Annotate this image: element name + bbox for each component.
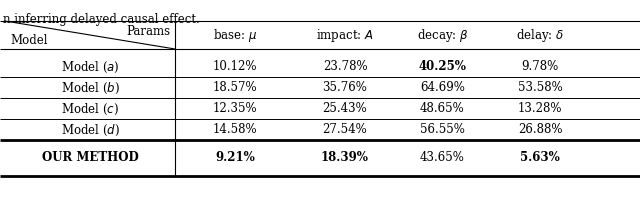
Text: Params: Params (126, 25, 170, 38)
Text: 56.55%: 56.55% (420, 123, 465, 136)
Text: Model ($b$): Model ($b$) (61, 80, 120, 95)
Text: 26.88%: 26.88% (518, 123, 563, 136)
Text: 13.28%: 13.28% (518, 102, 563, 115)
Text: 43.65%: 43.65% (420, 151, 465, 164)
Text: Model ($c$): Model ($c$) (61, 101, 119, 116)
Text: 64.69%: 64.69% (420, 81, 465, 94)
Text: base: $\mu$: base: $\mu$ (213, 27, 257, 44)
Text: 27.54%: 27.54% (323, 123, 367, 136)
Text: 14.58%: 14.58% (212, 123, 257, 136)
Text: 5.63%: 5.63% (520, 151, 560, 164)
Text: 23.78%: 23.78% (323, 60, 367, 73)
Text: Model: Model (10, 34, 47, 47)
Text: decay: $\beta$: decay: $\beta$ (417, 27, 468, 44)
Text: 10.12%: 10.12% (212, 60, 257, 73)
Text: OUR METHOD: OUR METHOD (42, 151, 138, 164)
Text: 25.43%: 25.43% (323, 102, 367, 115)
Text: Model ($d$): Model ($d$) (61, 122, 120, 137)
Text: 12.35%: 12.35% (212, 102, 257, 115)
Text: n inferring delayed causal effect.: n inferring delayed causal effect. (3, 13, 200, 26)
Text: delay: $\delta$: delay: $\delta$ (516, 27, 564, 44)
Text: 35.76%: 35.76% (323, 81, 367, 94)
Text: 53.58%: 53.58% (518, 81, 563, 94)
Text: Model ($a$): Model ($a$) (61, 59, 119, 74)
Text: 18.39%: 18.39% (321, 151, 369, 164)
Text: 9.21%: 9.21% (215, 151, 255, 164)
Text: 48.65%: 48.65% (420, 102, 465, 115)
Text: impact: $A$: impact: $A$ (316, 27, 374, 44)
Text: 9.78%: 9.78% (522, 60, 559, 73)
Text: 40.25%: 40.25% (419, 60, 467, 73)
Text: 18.57%: 18.57% (212, 81, 257, 94)
